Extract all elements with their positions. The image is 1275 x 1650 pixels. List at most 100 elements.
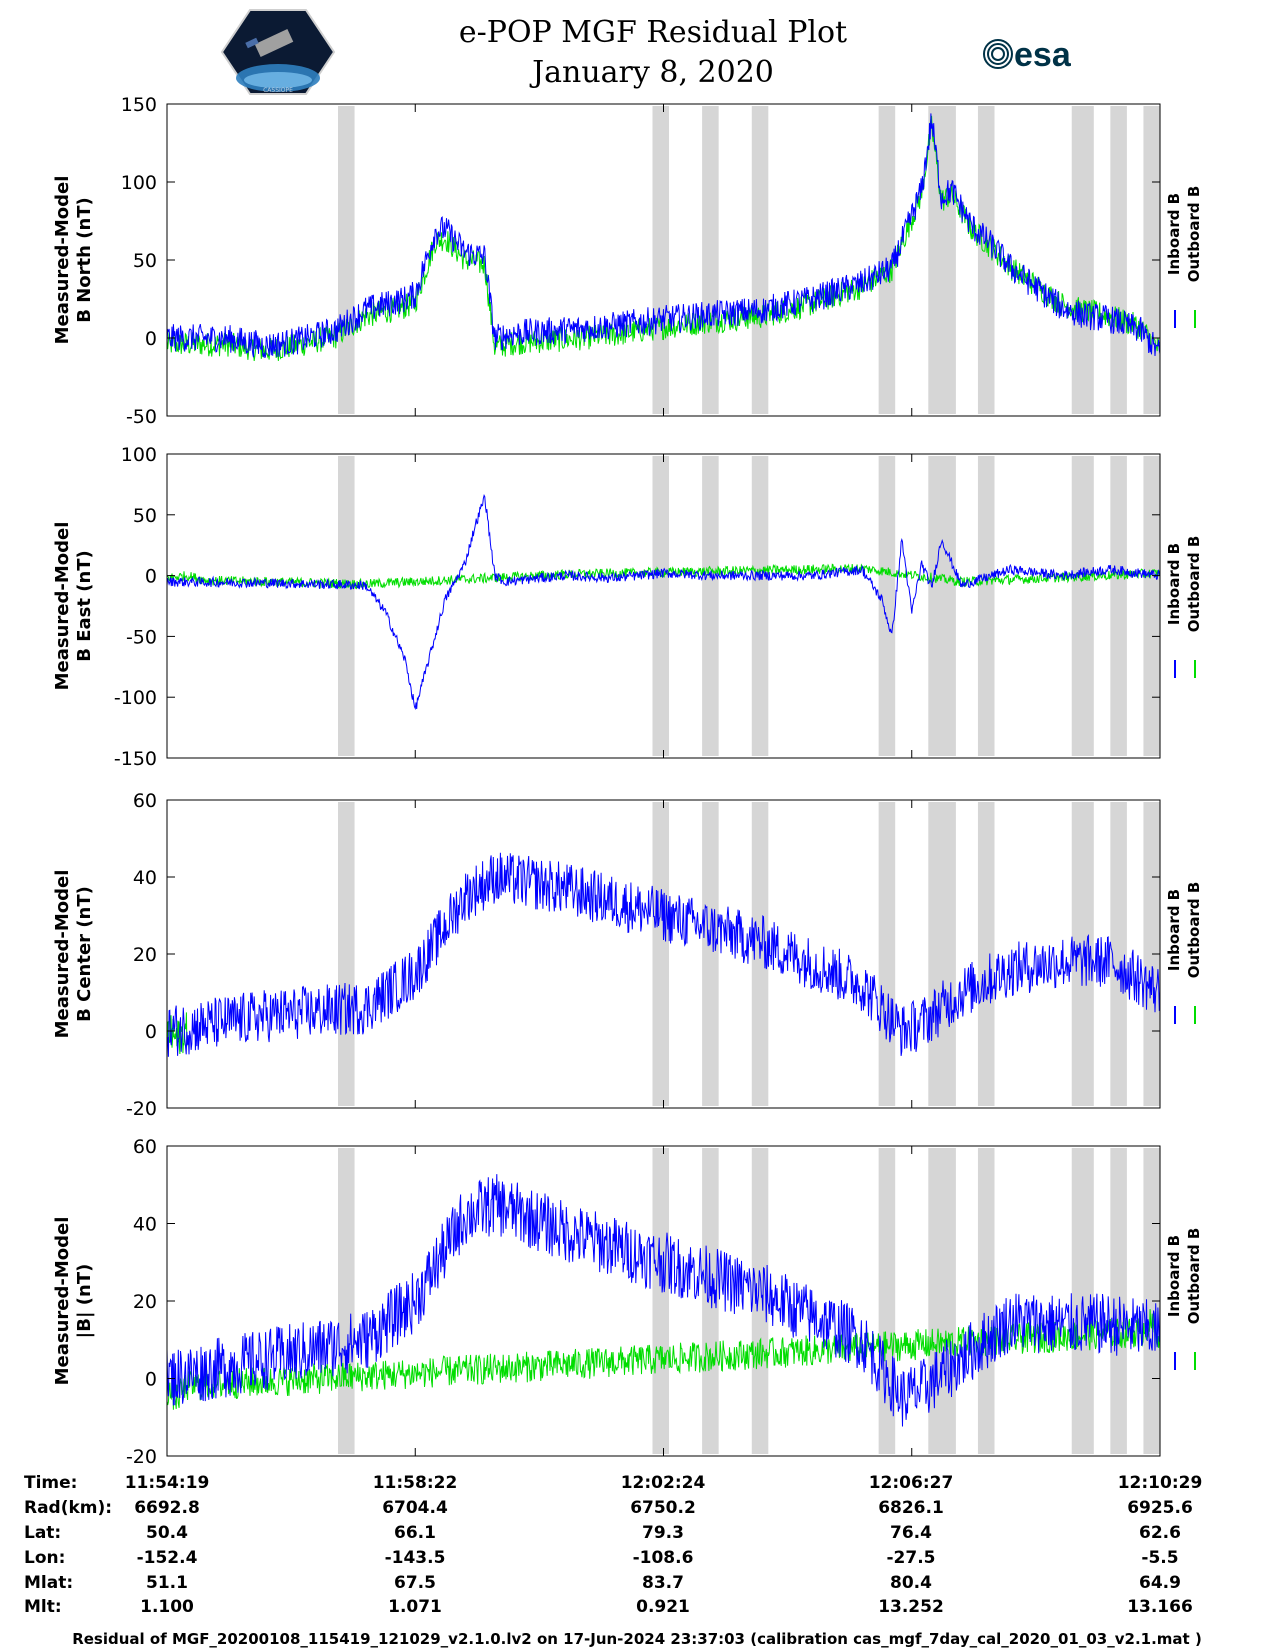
y-tick-label: -100 <box>114 687 157 709</box>
table-row-label: Mlat: <box>24 1573 73 1593</box>
data-gap-band <box>1071 802 1094 1106</box>
y-tick-label: 100 <box>121 172 157 194</box>
data-gap-band <box>338 802 355 1106</box>
data-gap-band <box>977 456 995 756</box>
table-cell: 6925.6 <box>1127 1498 1193 1518</box>
table-row-label: Lat: <box>24 1523 61 1543</box>
y-tick-label: 60 <box>133 1136 157 1158</box>
y-tick-label: -20 <box>126 1098 157 1120</box>
data-gap-band <box>878 456 896 756</box>
table-cell: 51.1 <box>146 1573 188 1593</box>
y-tick-label: 60 <box>133 790 157 812</box>
data-gap-band <box>652 802 670 1106</box>
y-tick-label: 20 <box>133 944 157 966</box>
y-axis-label-line1: Measured-Model <box>52 522 73 691</box>
title-line-1: e-POP MGF Residual Plot <box>459 15 847 50</box>
legend-label-outboard: Outboard B <box>1185 1228 1203 1325</box>
table-cell: 79.3 <box>642 1523 684 1543</box>
table-cell: 6692.8 <box>134 1498 200 1518</box>
series-line-inboard <box>166 113 1161 359</box>
table-cell: -143.5 <box>385 1548 446 1568</box>
table-cell: 12:10:29 <box>1118 1473 1203 1493</box>
series-line-inboard <box>166 493 1161 711</box>
table-cell: 11:54:19 <box>125 1473 210 1493</box>
table-cell: 80.4 <box>890 1573 932 1593</box>
data-gap-band <box>702 802 719 1106</box>
data-gap-band <box>702 1148 719 1454</box>
table-cell: 64.9 <box>1139 1573 1181 1593</box>
table-cell: -5.5 <box>1141 1548 1178 1568</box>
table-cell: 0.921 <box>636 1597 690 1617</box>
table-cell: -152.4 <box>137 1548 198 1568</box>
y-axis-label-line2: |B| (nT) <box>74 1264 95 1339</box>
legend-label-outboard: Outboard B <box>1185 882 1203 979</box>
table-cell: 62.6 <box>1139 1523 1181 1543</box>
data-gap-band <box>928 106 956 414</box>
data-gap-band <box>338 1148 355 1454</box>
panel-bnorth: 150 100 50 0 -50 Measured-Model B North (nT) In… <box>52 94 1203 428</box>
table-cell: 67.5 <box>394 1573 436 1593</box>
data-gap-band <box>878 106 896 414</box>
table-cell: 13.166 <box>1127 1597 1193 1617</box>
data-gap-band <box>338 456 355 756</box>
table-cell: 50.4 <box>146 1523 188 1543</box>
table-cell: 1.071 <box>388 1597 442 1617</box>
data-gap-band <box>751 456 769 756</box>
y-axis-label-line1: Measured-Model <box>52 176 73 345</box>
data-gap-band <box>751 1148 769 1454</box>
panel-b: 60 40 20 0 -20 Measured-Model |B| (nT) Inboard … <box>52 1136 1203 1468</box>
y-axis-label-line2: B East (nT) <box>74 550 95 662</box>
y-tick-label: 20 <box>133 1291 157 1313</box>
table-cell: 83.7 <box>642 1573 684 1593</box>
y-tick-label: 50 <box>133 250 157 272</box>
data-gap-band <box>928 802 956 1106</box>
data-gap-band <box>702 106 719 414</box>
y-tick-label: -50 <box>126 406 157 428</box>
y-axis-label-line1: Measured-Model <box>52 1217 73 1386</box>
table-cell: 12:02:24 <box>621 1473 706 1493</box>
legend-label-inboard: Inboard B <box>1165 543 1183 625</box>
data-gap-band <box>878 802 896 1106</box>
table-cell: 6826.1 <box>878 1498 944 1518</box>
data-gap-band <box>1071 456 1094 756</box>
series-line-inboard <box>166 852 1161 1057</box>
table-row-label: Lon: <box>24 1548 65 1568</box>
data-gap-band <box>652 456 670 756</box>
data-gap-band <box>652 106 670 414</box>
y-tick-label: 100 <box>121 444 157 466</box>
table-cell: 76.4 <box>890 1523 932 1543</box>
data-gap-band <box>1110 1148 1127 1454</box>
data-gap-band <box>1110 456 1127 756</box>
title-line-2: January 8, 2020 <box>529 55 774 90</box>
data-gap-band <box>977 106 995 414</box>
data-gap-band <box>977 1148 995 1454</box>
logo-left-text: CASSIOPE <box>263 87 293 94</box>
legend-label-inboard: Inboard B <box>1165 1235 1183 1317</box>
y-tick-label: 150 <box>121 94 157 116</box>
y-tick-label: -150 <box>114 748 157 770</box>
panel-beast: 100 50 0 -50 -100 -150 Measured-Model B East (n… <box>52 444 1203 770</box>
table-row-label: Rad(km): <box>24 1498 112 1518</box>
y-axis-label-line1: Measured-Model <box>52 870 73 1039</box>
data-gap-band <box>1110 106 1127 414</box>
data-gap-band <box>1143 456 1160 756</box>
data-gap-band <box>928 1148 956 1454</box>
y-tick-label: 40 <box>133 1214 157 1236</box>
data-gap-band <box>928 456 956 756</box>
table-cell: -108.6 <box>633 1548 694 1568</box>
data-gap-band <box>338 106 355 414</box>
esa-logo: esa <box>983 36 1072 74</box>
esa-swirl-icon <box>983 39 1013 69</box>
table-row-label: Time: <box>24 1473 77 1493</box>
legend-label-outboard: Outboard B <box>1185 186 1203 283</box>
y-tick-label: 0 <box>145 566 157 588</box>
data-gap-band <box>1071 106 1094 414</box>
y-tick-label: 0 <box>145 1369 157 1391</box>
data-gap-band <box>1110 802 1127 1106</box>
data-gap-band <box>977 802 995 1106</box>
series-line-inboard <box>166 1174 1161 1427</box>
y-tick-label: -20 <box>126 1446 157 1468</box>
y-tick-label: 40 <box>133 867 157 889</box>
